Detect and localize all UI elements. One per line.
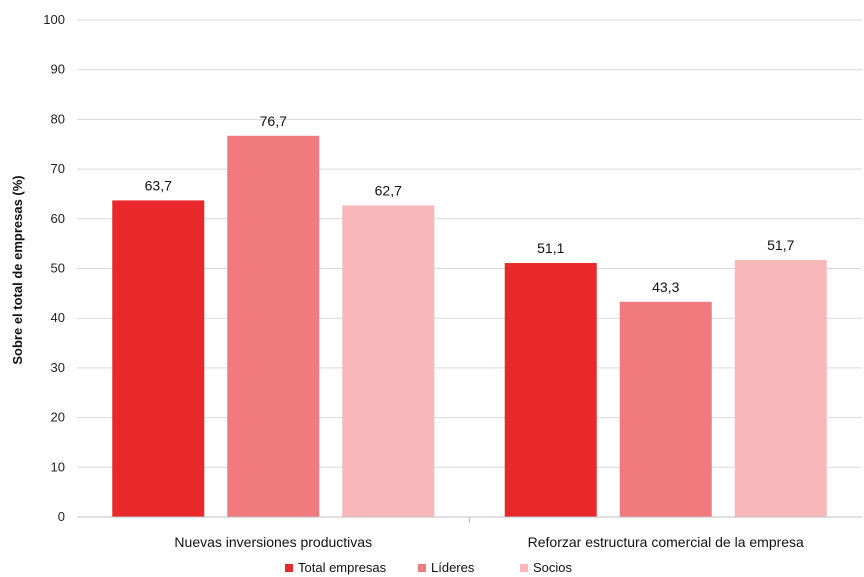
data-labels: 63,7 76,7 62,7 51,1 43,3 51,7 xyxy=(145,113,795,295)
legend-swatch xyxy=(285,564,293,572)
y-tick-label: 0 xyxy=(58,509,65,524)
bar xyxy=(504,263,597,517)
data-label: 63,7 xyxy=(145,177,172,193)
legend-label: Líderes xyxy=(431,560,475,575)
y-tick-label: 20 xyxy=(51,410,65,425)
data-label: 51,7 xyxy=(767,237,794,253)
y-tick-label: 30 xyxy=(51,360,65,375)
bars xyxy=(112,135,827,518)
bar xyxy=(227,135,320,517)
data-label: 62,7 xyxy=(375,182,402,198)
bar xyxy=(342,205,435,518)
category-label: Reforzar estructura comercial de la empr… xyxy=(528,534,804,550)
data-label: 76,7 xyxy=(260,113,287,129)
legend-swatch xyxy=(520,564,528,572)
data-label: 51,1 xyxy=(537,240,564,256)
y-tick-label: 50 xyxy=(51,261,65,276)
y-axis-label: Sobre el total de empresas (%) xyxy=(10,175,25,364)
y-tick-label: 70 xyxy=(51,161,65,176)
y-tick-label: 60 xyxy=(51,211,65,226)
category-labels: Nuevas inversiones productivas Reforzar e… xyxy=(174,534,804,550)
y-axis-ticks: 0 10 20 30 40 50 60 70 80 90 100 xyxy=(43,12,65,524)
legend-label: Socios xyxy=(533,560,573,575)
bar xyxy=(619,301,712,517)
data-label: 43,3 xyxy=(652,279,679,295)
category-label: Nuevas inversiones productivas xyxy=(174,534,372,550)
legend-swatch xyxy=(418,564,426,572)
bar xyxy=(734,260,827,517)
y-tick-label: 80 xyxy=(51,111,65,126)
y-tick-label: 100 xyxy=(43,12,65,27)
axes xyxy=(77,516,862,523)
bar xyxy=(112,200,205,517)
legend-label: Total empresas xyxy=(298,560,387,575)
legend: Total empresas Líderes Socios xyxy=(285,560,573,575)
gridlines xyxy=(77,19,862,468)
y-tick-label: 90 xyxy=(51,62,65,77)
y-tick-label: 40 xyxy=(51,310,65,325)
y-tick-label: 10 xyxy=(51,459,65,474)
